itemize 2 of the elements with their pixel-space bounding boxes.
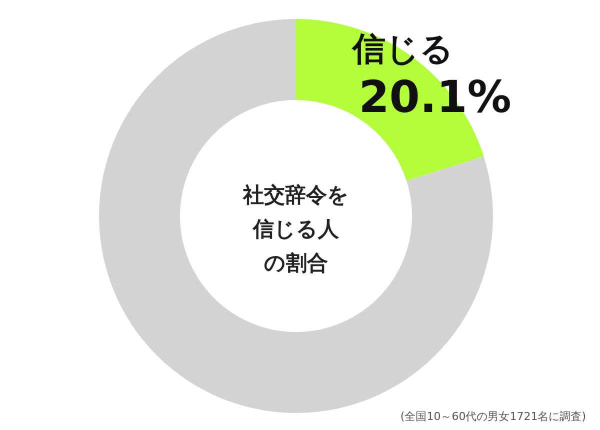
text: (全国10～60代の男女1721名に調査) <box>400 409 586 424</box>
text: 社交辞令を信じる人の割合 <box>242 182 350 277</box>
